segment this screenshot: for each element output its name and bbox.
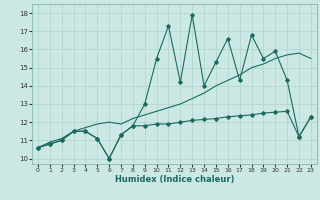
X-axis label: Humidex (Indice chaleur): Humidex (Indice chaleur)	[115, 175, 234, 184]
